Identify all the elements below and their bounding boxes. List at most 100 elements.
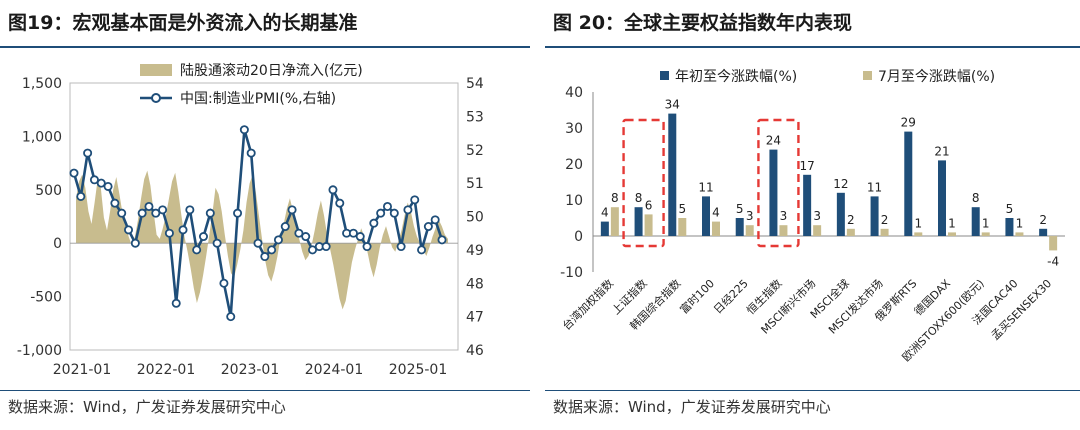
left-y-tick-label: -500 bbox=[30, 290, 62, 306]
bar-value-label: 1 bbox=[948, 216, 956, 230]
bar-y-tick-label: 20 bbox=[565, 157, 583, 173]
bar-since-july bbox=[981, 232, 990, 236]
left-figure: 图19：宏观基本面是外资流入的长期基准 1,500 1,000 500 0 -500 -1… bbox=[0, 0, 530, 430]
pmi-point bbox=[382, 201, 392, 211]
pmi-point bbox=[260, 252, 270, 262]
right-title-rule bbox=[545, 46, 1080, 48]
left-plot-frame bbox=[69, 82, 459, 351]
right-y-tick-label: 54 bbox=[466, 76, 484, 92]
left-figure-title: 图19：宏观基本面是外资流入的长期基准 bbox=[8, 12, 358, 34]
highlight-box bbox=[622, 118, 665, 248]
bar-value-label: 29 bbox=[901, 116, 916, 130]
bar-value-label: 2 bbox=[881, 213, 889, 227]
pmi-point bbox=[219, 278, 229, 288]
bar-y-tick-label: 30 bbox=[565, 121, 583, 137]
right-legend: 年初至今涨跌幅(%) 7月至今涨跌幅(%) bbox=[660, 68, 995, 85]
pmi-point bbox=[83, 148, 93, 158]
highlight-box bbox=[757, 118, 800, 248]
pmi-point bbox=[205, 208, 215, 218]
bar-value-label: 1 bbox=[982, 216, 990, 230]
pmi-point bbox=[130, 238, 140, 248]
bar-since-july bbox=[779, 225, 788, 236]
pmi-point bbox=[294, 228, 304, 238]
right-source-rule bbox=[545, 390, 1080, 391]
legend-label-july: 7月至今涨跌幅(%) bbox=[878, 69, 995, 85]
bar-since-july bbox=[1049, 236, 1058, 251]
pmi-point bbox=[137, 208, 147, 218]
pmi-point bbox=[246, 148, 256, 158]
bar-value-label: 2 bbox=[847, 213, 855, 227]
bar-value-label: 24 bbox=[766, 134, 781, 148]
bar-since-july bbox=[610, 207, 619, 236]
pmi-point bbox=[287, 205, 297, 215]
pmi-point bbox=[103, 181, 113, 191]
left-legend: 陆股通滚动20日净流入(亿元) 中国:制造业PMI(%,右轴) bbox=[140, 62, 363, 107]
pmi-point bbox=[144, 201, 154, 211]
pmi-point bbox=[389, 208, 399, 218]
right-y-tick-label: 53 bbox=[466, 109, 484, 125]
right-figure: 图 20：全球主要权益指数年内表现 40 30 20 10 0 -10 4 8 台湾加权指数 8… bbox=[545, 0, 1080, 430]
right-axes: 40 30 20 10 0 -10 bbox=[560, 85, 1065, 281]
bar-ytd bbox=[938, 160, 946, 236]
bar-ytd bbox=[1039, 228, 1048, 236]
bar-value-label: 21 bbox=[934, 144, 949, 158]
left-source-note: 数据来源：Wind，广发证券发展研究中心 bbox=[8, 398, 286, 416]
pmi-point bbox=[301, 232, 311, 242]
area-series bbox=[76, 170, 448, 310]
bar-value-label: 6 bbox=[645, 198, 653, 212]
pmi-point bbox=[192, 245, 202, 255]
pmi-point bbox=[328, 185, 338, 195]
bar-since-july bbox=[712, 221, 720, 236]
pmi-point bbox=[403, 205, 413, 215]
bar-value-label: 1 bbox=[1016, 216, 1024, 230]
pmi-point bbox=[430, 215, 440, 225]
bar-ytd bbox=[735, 218, 744, 236]
bar-since-july bbox=[846, 228, 855, 236]
left-source-rule bbox=[0, 390, 530, 391]
left-y-tick-label: 1,500 bbox=[22, 76, 62, 92]
x-tick-label: 2023-01 bbox=[221, 362, 280, 378]
bar-ytd bbox=[634, 207, 643, 236]
pmi-point bbox=[417, 245, 427, 255]
bar-ytd bbox=[870, 196, 879, 236]
pmi-point bbox=[423, 222, 433, 232]
bar-since-july bbox=[880, 228, 889, 236]
pmi-point bbox=[280, 222, 290, 232]
legend-label-pmi: 中国:制造业PMI(%,右轴) bbox=[180, 91, 336, 107]
bar-category-label: 富时100 bbox=[677, 276, 717, 316]
bar-value-label: 34 bbox=[665, 98, 680, 112]
left-y-tick-label: -1,000 bbox=[17, 343, 62, 359]
bar-ytd bbox=[702, 196, 710, 236]
legend-label-ytd: 年初至今涨跌幅(%) bbox=[675, 68, 797, 85]
pmi-point bbox=[124, 225, 134, 235]
left-y-tick-label: 1,000 bbox=[22, 129, 62, 145]
bar-category-label: 台湾加权指数 bbox=[559, 276, 616, 333]
pmi-point bbox=[233, 208, 243, 218]
pmi-point bbox=[437, 235, 447, 245]
right-source-note: 数据来源：Wind，广发证券发展研究中心 bbox=[553, 398, 831, 416]
right-y-tick-label: 51 bbox=[466, 176, 484, 192]
pmi-point bbox=[69, 168, 79, 178]
pmi-point bbox=[96, 178, 106, 188]
bar-ytd bbox=[971, 207, 980, 236]
pmi-point bbox=[76, 191, 86, 201]
bar-since-july bbox=[948, 232, 956, 236]
bar-ytd bbox=[836, 192, 845, 236]
bar-value-label: 8 bbox=[635, 191, 643, 205]
legend-label-flow: 陆股通滚动20日净流入(亿元) bbox=[180, 62, 363, 79]
bar-value-label: 11 bbox=[867, 180, 882, 194]
pmi-point bbox=[396, 242, 406, 252]
bar-since-july bbox=[644, 214, 653, 236]
left-title-rule bbox=[0, 46, 530, 48]
right-y-tick-label: 48 bbox=[466, 276, 484, 292]
bar-value-label: 2 bbox=[1039, 213, 1047, 227]
right-y-tick-label: 50 bbox=[466, 210, 484, 226]
pmi-point bbox=[110, 198, 120, 208]
pmi-point bbox=[185, 205, 195, 215]
bar-since-july bbox=[1015, 232, 1024, 236]
bar-value-label: 4 bbox=[712, 206, 720, 220]
pmi-point bbox=[410, 195, 420, 205]
bar-value-label: 12 bbox=[833, 177, 848, 191]
pmi-point bbox=[273, 235, 283, 245]
bar-value-label: 5 bbox=[736, 202, 744, 216]
